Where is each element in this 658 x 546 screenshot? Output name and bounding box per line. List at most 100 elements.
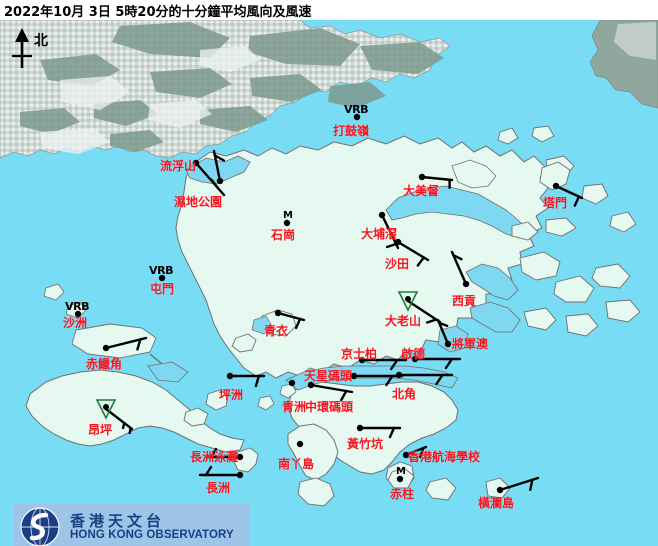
station-label-青衣: 青衣 <box>264 324 289 338</box>
station-marker-dot <box>411 355 419 363</box>
hko-logo: 香港天文台 HONG KONG OBSERVATORY <box>14 504 250 546</box>
wind-barb-shaft <box>450 250 468 286</box>
port-shelter-water <box>469 301 521 333</box>
highland-station-marker <box>397 291 419 312</box>
north-arrow-icon <box>12 28 32 68</box>
title-bar: 2022年10月 3日 5時20分的十分鐘平均風向及風速 <box>0 0 658 20</box>
station-marker-dot <box>307 381 315 389</box>
southern-islets <box>387 467 511 501</box>
station-label-沙田: 沙田 <box>385 257 410 271</box>
wind-barb-feather <box>210 178 220 190</box>
station-label-赤柱: 赤柱 <box>390 487 415 501</box>
station-label-沙洲: 沙洲 <box>63 316 88 330</box>
station-label-大美督: 大美督 <box>403 184 440 198</box>
western-islets <box>257 383 297 411</box>
station-label-南丫島: 南丫島 <box>278 457 315 471</box>
victoria-harbour <box>285 365 459 391</box>
highland-station-marker <box>95 399 117 420</box>
missing-data-flag-赤柱: M <box>396 466 406 477</box>
station-label-昂坪: 昂坪 <box>88 423 113 437</box>
station-marker-dot <box>158 274 166 282</box>
station-label-長洲泳灘: 長洲泳灘 <box>190 450 239 464</box>
hko-name-chinese: 香港天文台 <box>70 511 166 530</box>
wind-barb-feather <box>385 242 398 249</box>
station-label-將軍澳: 將軍澳 <box>452 337 489 351</box>
station-label-北角: 北角 <box>392 387 417 401</box>
north-arrow-widget: 北 <box>6 26 66 74</box>
station-marker-dot <box>236 471 244 479</box>
wind-barb-feather <box>529 478 534 491</box>
variable-wind-flag-沙洲: VRB <box>65 300 90 313</box>
station-label-青洲: 青洲 <box>282 400 307 414</box>
station-label-大埔滘: 大埔滘 <box>361 227 398 241</box>
station-marker-dot <box>496 486 504 494</box>
station-marker-dot <box>288 379 296 387</box>
wind-barb-feather <box>254 374 261 388</box>
wind-barb-shaft <box>104 407 134 431</box>
wind-barb-feather <box>452 253 463 261</box>
map-canvas[interactable]: 北 流浮山 濕地公園 石崗 M 打鼓嶺 VRB 屯門 VRB 沙洲 VRB 赤鱲角 昂坪 大美督 大埔滘沙… <box>0 20 658 546</box>
wind-barb-feather <box>444 357 454 370</box>
sai-kung-inlets <box>465 263 519 301</box>
wind-barb-feather <box>385 374 394 387</box>
station-marker-dot <box>216 177 224 185</box>
station-label-天星碼頭: 天星碼頭 <box>304 369 353 383</box>
station-label-坪洲: 坪洲 <box>219 388 244 402</box>
station-label-濕地公園: 濕地公園 <box>174 195 223 209</box>
station-marker-dot <box>396 475 404 483</box>
station-marker-dot <box>274 309 282 317</box>
wind-barb-feather <box>294 317 302 330</box>
north-label: 北 <box>34 33 48 49</box>
station-label-屯門: 屯門 <box>150 282 175 296</box>
land-peng-chau <box>205 389 229 411</box>
station-marker-dot <box>462 280 470 288</box>
station-label-石崗: 石崗 <box>271 228 296 242</box>
missing-data-flag-石崗: M <box>283 210 293 221</box>
hko-name-english: HONG KONG OBSERVATORY <box>70 528 234 541</box>
station-label-西貢: 西貢 <box>452 294 477 308</box>
station-marker-dot <box>226 372 234 380</box>
station-marker-dot <box>405 296 411 302</box>
wind-barb-feather <box>573 195 581 207</box>
geography-layer <box>0 20 658 546</box>
hko-logo-text: 香港天文台 HONG KONG OBSERVATORY <box>70 513 234 542</box>
station-marker-dot <box>236 453 244 461</box>
wind-barb-feather <box>425 318 438 324</box>
wind-barb-feather <box>204 465 213 477</box>
wind-barb-feather <box>136 338 142 351</box>
mainland-northeast-hi <box>614 22 656 60</box>
station-marker-layer <box>74 113 560 494</box>
station-label-京士柏: 京士柏 <box>341 347 378 361</box>
station-label-啟德: 啟德 <box>401 347 426 361</box>
land-hei-ling-chau <box>183 407 209 427</box>
wind-barb-feather <box>416 256 425 267</box>
station-marker-dot <box>102 344 110 352</box>
station-label-中環碼頭: 中環碼頭 <box>305 400 354 414</box>
station-marker-dot <box>192 159 200 167</box>
station-label-赤鱲角: 赤鱲角 <box>86 357 123 371</box>
wind-barb-shaft <box>420 175 454 182</box>
station-label-大老山: 大老山 <box>385 314 422 328</box>
wind-barb-feather <box>209 447 218 459</box>
wind-barb-feather <box>390 358 399 371</box>
station-label-打鼓嶺: 打鼓嶺 <box>333 124 370 138</box>
wind-barb-shaft <box>554 184 584 200</box>
station-label-塔門: 塔門 <box>543 196 568 210</box>
station-label-流浮山: 流浮山 <box>160 159 197 173</box>
wind-barb-feather <box>213 154 226 162</box>
station-marker-dot <box>394 238 402 246</box>
mainland-vegetation <box>20 22 444 152</box>
land-ma-wan <box>231 333 257 353</box>
station-marker-dot <box>103 404 109 410</box>
wind-barb-layer <box>104 149 584 492</box>
station-marker-dot <box>418 173 426 181</box>
page-title: 2022年10月 3日 5時20分的十分鐘平均風向及風速 <box>4 5 312 20</box>
station-marker-dot <box>353 113 361 121</box>
station-marker-dot <box>283 219 291 227</box>
mirs-bay-islands <box>497 125 637 233</box>
station-marker-dot <box>350 372 358 380</box>
wind-barb-feather <box>438 321 449 328</box>
station-marker-dot <box>356 424 364 432</box>
hko-logo-mark <box>16 505 64 546</box>
rambler-channel <box>251 315 273 335</box>
